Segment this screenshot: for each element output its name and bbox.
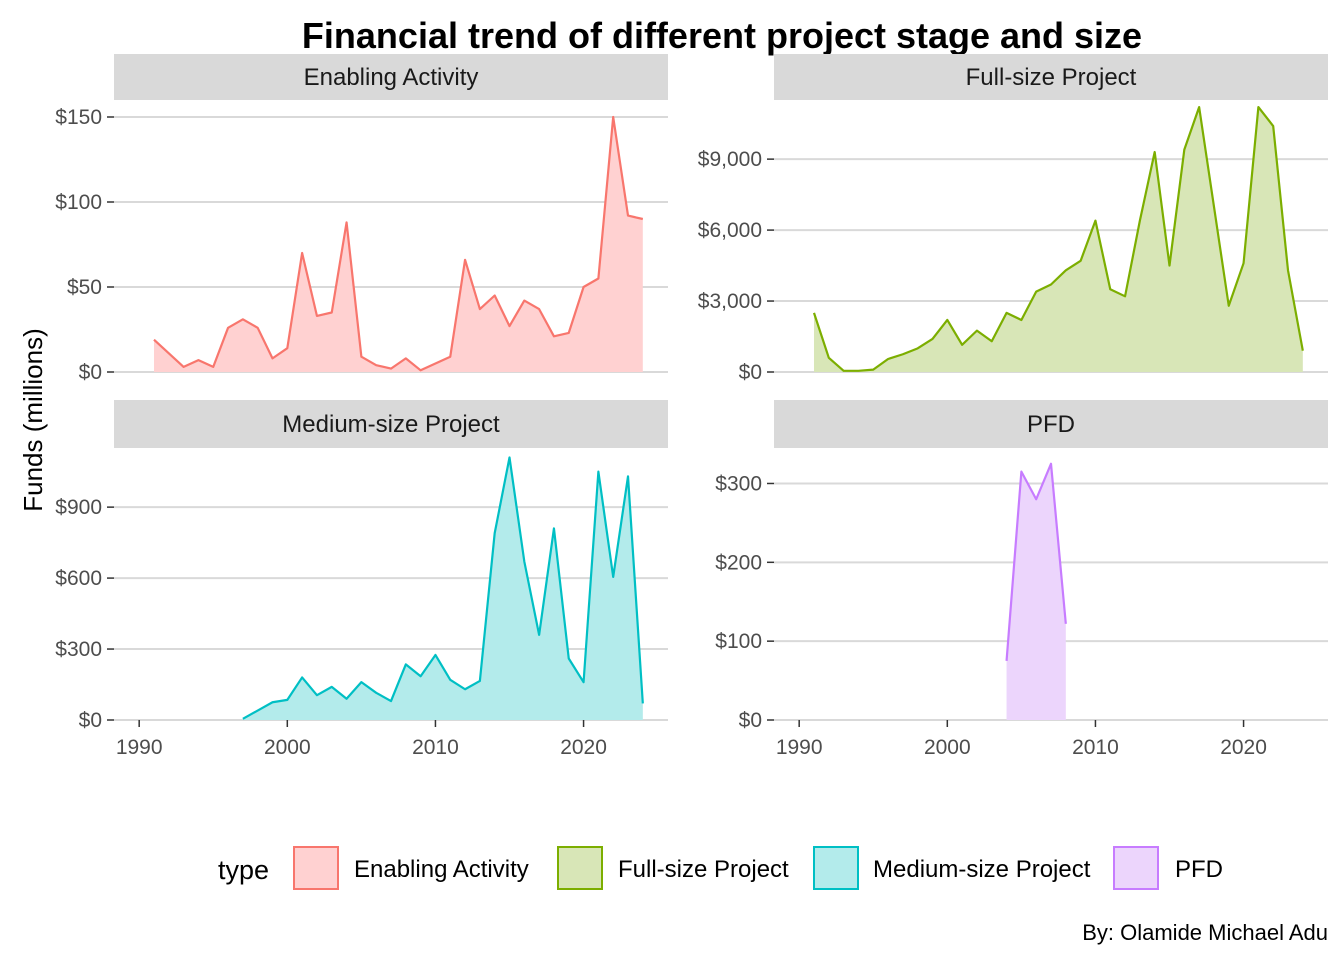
legend-label-enabling-activity: Enabling Activity bbox=[354, 856, 529, 883]
y-tick-label-enabling-activity: $100 bbox=[55, 191, 102, 214]
legend-key-pfd bbox=[1113, 846, 1159, 890]
area-pfd bbox=[1006, 463, 1066, 720]
x-tick-label-pfd: 2000 bbox=[924, 736, 971, 759]
y-tick-label-enabling-activity: $150 bbox=[55, 106, 102, 129]
strip-background-medium-size-project bbox=[114, 400, 668, 448]
chart-caption: By: Olamide Michael Adu bbox=[1082, 920, 1328, 945]
y-axis-title: Funds (millions) bbox=[18, 328, 48, 512]
panel-full-size-project: Full-size Project $0 $3,000 $6,000 $9,000 bbox=[698, 54, 1328, 384]
strip-label-pfd: PFD bbox=[1027, 411, 1075, 438]
legend-key-enabling-activity bbox=[293, 846, 339, 890]
y-tick-label-medium-size-project: $300 bbox=[55, 638, 102, 661]
line-pfd bbox=[1005, 462, 1067, 661]
y-tick-label-full-size-project: $0 bbox=[739, 361, 762, 384]
y-tick-label-medium-size-project: $600 bbox=[55, 567, 102, 590]
line-enabling-activity bbox=[153, 115, 644, 372]
y-tick-label-full-size-project: $9,000 bbox=[698, 148, 762, 171]
legend-key-full-size-project bbox=[557, 846, 603, 890]
area-enabling-activity bbox=[153, 117, 643, 372]
strip-label-enabling-activity: Enabling Activity bbox=[304, 64, 479, 91]
x-tick-label-medium-size-project: 2020 bbox=[560, 736, 607, 759]
y-tick-label-pfd: $300 bbox=[715, 472, 762, 495]
panel-medium-size-project: Medium-size Project $0 $300 $600 $900 1990 200… bbox=[55, 400, 668, 759]
y-tick-label-enabling-activity: $50 bbox=[67, 276, 102, 299]
x-tick-label-pfd: 2020 bbox=[1220, 736, 1267, 759]
strip-background-enabling-activity bbox=[114, 54, 668, 100]
area-medium-size-project bbox=[242, 457, 643, 720]
legend: type Enabling Activity Full-size Project M… bbox=[218, 846, 1223, 890]
legend-label-full-size-project: Full-size Project bbox=[618, 856, 789, 883]
x-tick-label-medium-size-project: 2010 bbox=[412, 736, 459, 759]
panel-pfd: PFD $0 $100 $200 $300 1990 2000 2010 2020 bbox=[715, 400, 1328, 759]
strip-label-full-size-project: Full-size Project bbox=[966, 64, 1137, 91]
y-tick-label-enabling-activity: $0 bbox=[79, 361, 102, 384]
legend-key-medium-size-project bbox=[813, 846, 859, 890]
line-medium-size-project bbox=[242, 456, 644, 720]
strip-background-pfd bbox=[774, 400, 1328, 448]
facet-panels: Enabling Activity $0 $50 $100 $150 Full-size … bbox=[55, 54, 1328, 759]
x-tick-label-medium-size-project: 1990 bbox=[116, 736, 163, 759]
x-tick-label-medium-size-project: 2000 bbox=[264, 736, 311, 759]
strip-label-medium-size-project: Medium-size Project bbox=[282, 411, 500, 438]
legend-label-medium-size-project: Medium-size Project bbox=[873, 856, 1091, 883]
y-tick-label-full-size-project: $3,000 bbox=[698, 290, 762, 313]
legend-label-pfd: PFD bbox=[1175, 856, 1223, 883]
y-tick-label-pfd: $0 bbox=[739, 709, 762, 732]
y-tick-label-pfd: $100 bbox=[715, 630, 762, 653]
x-tick-label-pfd: 2010 bbox=[1072, 736, 1119, 759]
y-tick-label-pfd: $200 bbox=[715, 551, 762, 574]
chart-title: Financial trend of different project sta… bbox=[302, 15, 1142, 56]
y-tick-label-full-size-project: $6,000 bbox=[698, 219, 762, 242]
panel-enabling-activity: Enabling Activity $0 $50 $100 $150 bbox=[55, 54, 668, 384]
area-full-size-project bbox=[813, 107, 1303, 373]
x-tick-label-pfd: 1990 bbox=[776, 736, 823, 759]
strip-background-full-size-project bbox=[774, 54, 1328, 100]
y-tick-label-medium-size-project: $0 bbox=[79, 709, 102, 732]
y-tick-label-medium-size-project: $900 bbox=[55, 496, 102, 519]
legend-title: type bbox=[218, 855, 269, 885]
line-full-size-project bbox=[812, 105, 1304, 372]
